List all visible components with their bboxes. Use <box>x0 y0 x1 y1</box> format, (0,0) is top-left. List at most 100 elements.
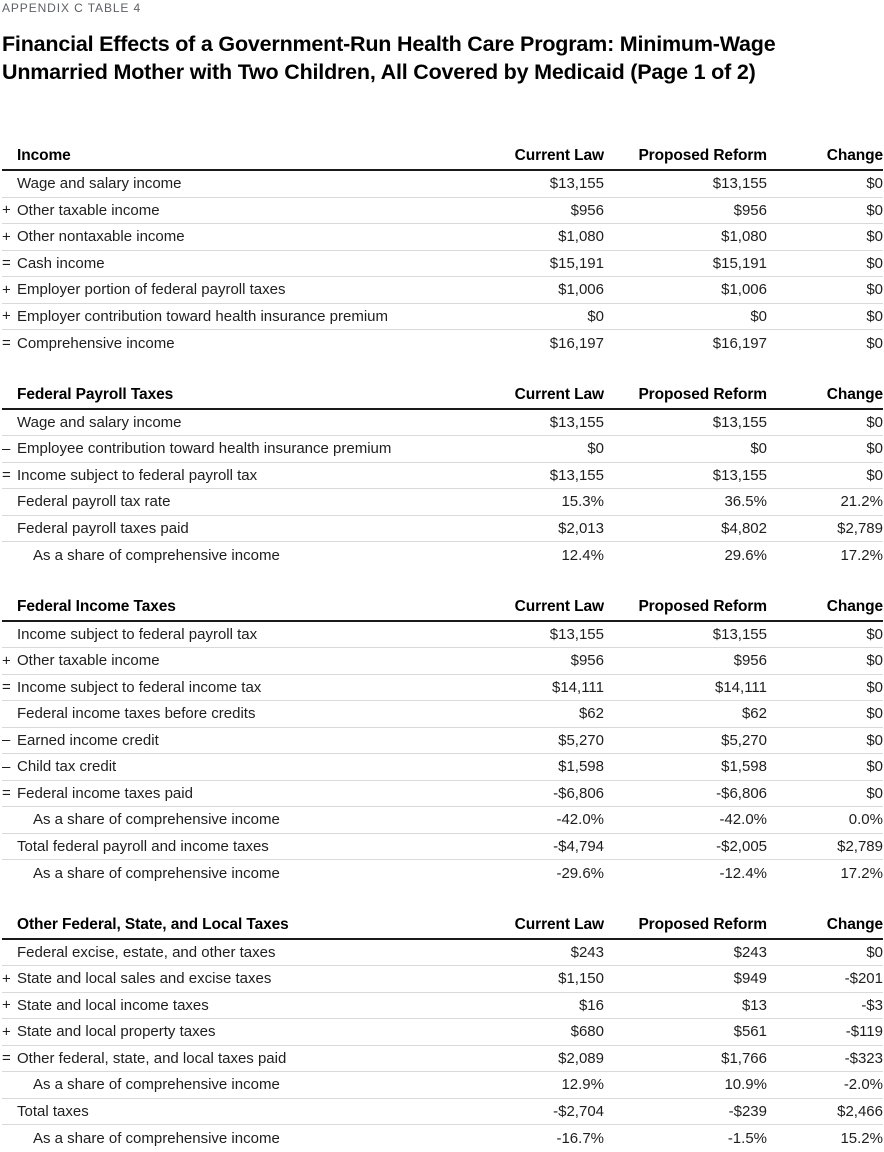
section-title: Other Federal, State, and Local Taxes <box>17 915 289 933</box>
row-value-current-law: $16,197 <box>549 334 604 352</box>
table-row: + State and local sales and excise taxes… <box>2 966 883 993</box>
row-value-change: $0 <box>866 413 883 431</box>
table-row: Total federal payroll and income taxes -… <box>2 834 883 860</box>
row-value-current-law: -16.7% <box>556 1129 604 1147</box>
row-value-current-law: $2,089 <box>558 1049 604 1067</box>
row-value-current-law: -29.6% <box>556 864 604 882</box>
table-row: As a share of comprehensive income -42.0… <box>2 807 883 834</box>
row-label: As a share of comprehensive income <box>33 1129 280 1147</box>
row-value-change: $2,789 <box>837 519 883 537</box>
row-value-proposed-reform: $13,155 <box>712 413 767 431</box>
row-value-change: $0 <box>866 784 883 802</box>
table-row: As a share of comprehensive income -29.6… <box>2 860 883 887</box>
row-value-current-law: $16 <box>578 996 604 1014</box>
row-value-change: $0 <box>866 731 883 749</box>
row-value-change: $0 <box>866 943 883 961</box>
row-value-change: 15.2% <box>840 1129 883 1147</box>
table-row: – Child tax credit $1,598 $1,598 $0 <box>2 754 883 781</box>
row-value-change: -2.0% <box>843 1076 883 1094</box>
table-row: = Income subject to federal income tax $… <box>2 675 883 701</box>
column-header: Proposed Reform <box>638 147 767 164</box>
row-label-cell: = Income subject to federal payroll tax <box>2 467 484 484</box>
row-label: State and local property taxes <box>17 1023 216 1041</box>
row-value-proposed-reform: $15,191 <box>712 254 767 272</box>
row-label: Income subject to federal payroll tax <box>17 466 258 484</box>
row-label-cell: + State and local property taxes <box>2 1023 484 1040</box>
section-rows: Wage and salary income $13,155 $13,155 $… <box>2 410 883 569</box>
row-label-cell: Total taxes <box>2 1103 484 1120</box>
row-value-current-law: -$4,794 <box>553 837 604 855</box>
row-value-current-law: $13,155 <box>549 175 604 193</box>
table-section: Other Federal, State, and Local Taxes Cu… <box>2 912 883 1152</box>
row-label-cell: Total federal payroll and income taxes <box>2 838 484 855</box>
row-value-proposed-reform: -$2,005 <box>716 837 767 855</box>
page-title: Financial Effects of a Government-Run He… <box>2 30 883 86</box>
row-operator: = <box>2 466 11 484</box>
table-row: Federal excise, estate, and other taxes … <box>2 940 883 966</box>
row-label: Other taxable income <box>17 652 160 670</box>
row-value-proposed-reform: $1,766 <box>721 1049 767 1067</box>
row-label-cell: + Other nontaxable income <box>2 228 484 245</box>
row-label-cell: = Other federal, state, and local taxes … <box>2 1050 484 1067</box>
table-row: + Other taxable income $956 $956 $0 <box>2 648 883 675</box>
section-title: Income <box>17 147 71 164</box>
row-operator: + <box>2 228 11 246</box>
row-value-current-law: 12.9% <box>561 1076 604 1094</box>
table-row: – Earned income credit $5,270 $5,270 $0 <box>2 728 883 754</box>
row-value-proposed-reform: 10.9% <box>724 1076 767 1094</box>
section-header-row: Federal Payroll Taxes Current Law Propos… <box>2 382 883 410</box>
column-header: Change <box>826 147 883 164</box>
row-label: State and local sales and excise taxes <box>17 970 272 988</box>
row-value-proposed-reform: 36.5% <box>724 493 767 511</box>
column-header: Proposed Reform <box>638 385 767 403</box>
table-row: = Income subject to federal payroll tax … <box>2 463 883 489</box>
row-label-cell: Federal payroll tax rate <box>2 493 484 510</box>
tables: Income Current Law Proposed Reform Chang… <box>2 143 883 1152</box>
row-label-cell: – Earned income credit <box>2 732 484 749</box>
row-value-current-law: 12.4% <box>561 546 604 564</box>
section-rows: Income subject to federal payroll tax $1… <box>2 622 883 887</box>
row-label-cell: As a share of comprehensive income <box>2 811 484 828</box>
row-value-change: $2,789 <box>837 837 883 855</box>
row-label: Total taxes <box>17 1102 89 1120</box>
row-label: Earned income credit <box>17 731 159 749</box>
row-value-current-law: 15.3% <box>561 493 604 511</box>
row-value-current-law: $0 <box>587 307 604 325</box>
row-label: Federal payroll taxes paid <box>17 519 189 537</box>
row-value-proposed-reform: $561 <box>733 1023 767 1041</box>
table-row: As a share of comprehensive income 12.9%… <box>2 1072 883 1099</box>
row-value-change: $0 <box>866 678 883 696</box>
row-value-proposed-reform: 29.6% <box>724 546 767 564</box>
row-value-change: $2,466 <box>837 1102 883 1120</box>
row-value-proposed-reform: $13,155 <box>712 175 767 193</box>
row-value-proposed-reform: -$239 <box>728 1102 767 1120</box>
table-section: Federal Payroll Taxes Current Law Propos… <box>2 382 883 569</box>
table-row: Federal payroll tax rate 15.3% 36.5% 21.… <box>2 489 883 516</box>
appendix-label: APPENDIX C TABLE 4 <box>2 1 142 15</box>
row-label-cell: + Other taxable income <box>2 652 484 669</box>
row-value-current-law: $0 <box>587 440 604 458</box>
row-value-current-law: $1,080 <box>558 228 604 246</box>
row-label: Other taxable income <box>17 201 160 219</box>
column-header: Change <box>826 385 883 403</box>
row-value-change: $0 <box>866 440 883 458</box>
row-value-current-law: $1,150 <box>558 970 604 988</box>
row-operator: + <box>2 996 11 1014</box>
row-value-proposed-reform: $4,802 <box>721 519 767 537</box>
row-value-proposed-reform: $956 <box>733 201 767 219</box>
section-rows: Federal excise, estate, and other taxes … <box>2 940 883 1152</box>
table-section: Income Current Law Proposed Reform Chang… <box>2 143 883 357</box>
row-value-change: $0 <box>866 201 883 219</box>
row-value-change: $0 <box>866 334 883 352</box>
row-operator: = <box>2 678 11 696</box>
table-row: – Employee contribution toward health in… <box>2 436 883 463</box>
row-operator: + <box>2 281 11 299</box>
row-value-change: $0 <box>866 281 883 299</box>
row-value-change: $0 <box>866 466 883 484</box>
row-value-change: -$3 <box>861 996 883 1014</box>
row-label-cell: Wage and salary income <box>2 414 484 431</box>
row-operator: + <box>2 1023 11 1041</box>
table-row: + Other nontaxable income $1,080 $1,080 … <box>2 224 883 251</box>
row-value-proposed-reform: $0 <box>750 307 767 325</box>
page-title-line-2: Unmarried Mother with Two Children, All … <box>2 60 756 84</box>
